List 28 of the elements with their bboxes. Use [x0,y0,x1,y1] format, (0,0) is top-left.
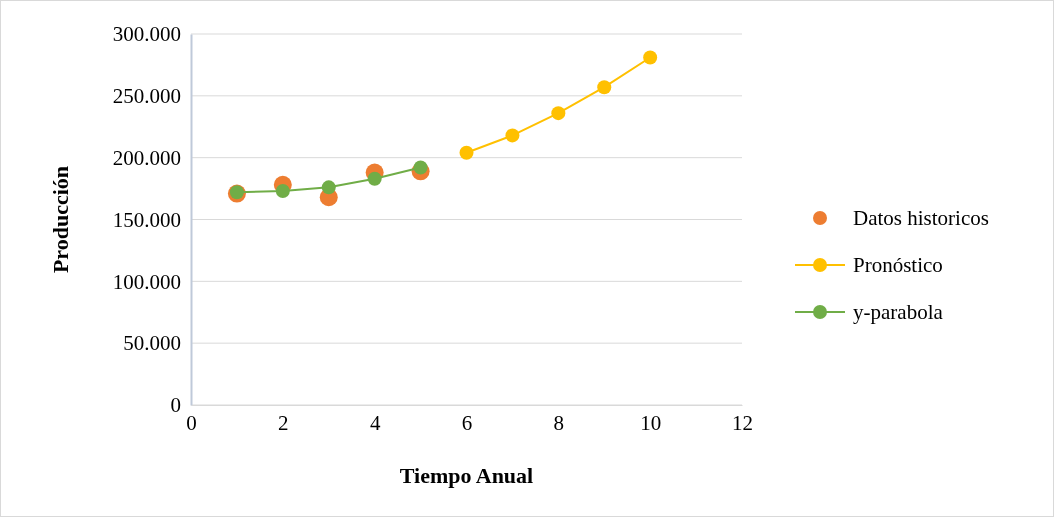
point [367,171,382,186]
x-tick-label: 2 [278,410,289,435]
legend-label: Datos historicos [853,206,989,230]
legend-label: Pronóstico [853,253,943,277]
y-tick-label: 150.000 [112,207,181,232]
x-tick-label: 4 [369,410,381,435]
x-tick-label: 0 [186,410,197,435]
y-tick-label: 100.000 [112,269,181,294]
point [643,50,658,65]
y-tick-label: 0 [170,393,181,418]
point [321,180,336,195]
point [551,106,566,121]
x-tick-label: 6 [461,410,473,435]
point [275,184,290,199]
point [505,128,520,143]
y-tick-label: 200.000 [112,145,181,170]
point [459,145,474,160]
y-tick-label: 50.000 [123,331,181,356]
y-tick-label: 250.000 [112,84,181,109]
y-axis-title: Producción [48,165,73,274]
legend-label: y-parabola [853,300,944,324]
y-tick-label: 300.000 [112,22,181,47]
point [413,160,428,175]
point [597,80,612,95]
x-tick-label: 12 [732,410,753,435]
x-axis-title: Tiempo Anual [399,463,534,488]
x-tick-label: 8 [553,410,565,435]
x-tick-label: 10 [640,410,662,435]
